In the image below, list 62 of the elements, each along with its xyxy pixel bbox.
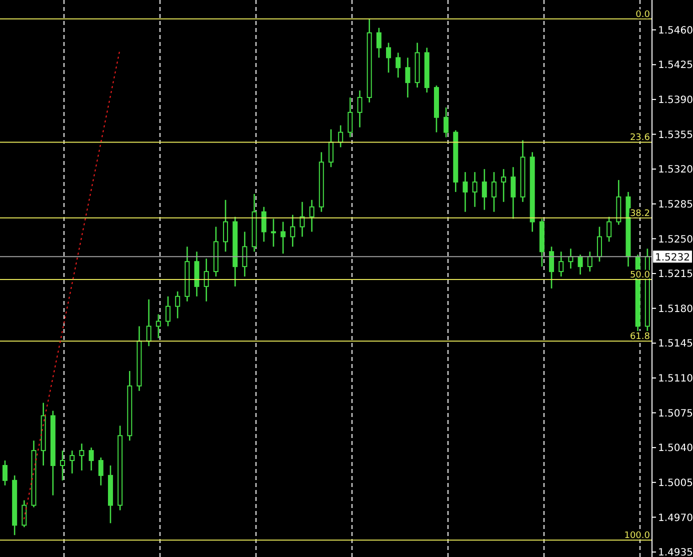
candlestick [472, 171, 478, 208]
y-tick-label: 1.5075 [658, 408, 693, 420]
y-tick-label: 1.5355 [658, 130, 693, 141]
candlestick [328, 128, 334, 168]
y-tick-label: 1.5110 [658, 374, 693, 385]
candlestick [578, 254, 583, 276]
y-tick-label: 1.5145 [658, 338, 693, 350]
candlestick [146, 298, 152, 347]
y-tick-label: 1.5005 [658, 478, 693, 489]
candlestick [501, 168, 506, 203]
y-tick-label: 1.4935 [658, 548, 693, 557]
candlestick [357, 90, 362, 128]
candlestick [290, 214, 296, 248]
candlestick [2, 460, 8, 486]
candlestick [79, 442, 84, 472]
candlestick [261, 206, 266, 242]
y-tick-label: 1.5250 [658, 234, 693, 246]
candlestick [558, 250, 564, 278]
candlestick [405, 57, 410, 98]
candlestick [70, 450, 75, 474]
candlestick [596, 226, 602, 262]
y-tick-label: 1.5040 [658, 443, 693, 454]
candlestick [348, 96, 353, 138]
candlestick [606, 216, 612, 242]
annotation: 38.2 [630, 208, 650, 219]
annotation: 61.8 [630, 332, 650, 342]
y-tick-label: 1.5180 [658, 304, 693, 315]
y-tick-label: 1.5215 [658, 269, 693, 280]
candlestick [510, 166, 516, 220]
candlestick [98, 456, 104, 486]
candlestick [166, 296, 170, 327]
candlestick [300, 201, 305, 238]
annotation: 23.6 [630, 133, 650, 144]
annotation: 0.0 [636, 10, 650, 20]
candlestick [60, 450, 66, 482]
candlestick [156, 314, 161, 339]
candlestick [242, 231, 248, 278]
candlestick [549, 246, 554, 290]
candlestick [376, 27, 382, 58]
candlestick [223, 199, 228, 252]
candlestick [88, 446, 94, 472]
ref-line-label: 1.5232 [655, 252, 690, 264]
y-tick-label: 1.5285 [658, 199, 693, 210]
candlestick [386, 42, 392, 74]
y-tick-label: 1.5390 [658, 95, 693, 106]
candlestick [204, 258, 209, 302]
y-tick-label: 1.5320 [658, 164, 693, 176]
y-tick-label: 1.4970 [658, 512, 693, 524]
candlestick [309, 199, 314, 232]
candlestick [280, 221, 286, 254]
candlestick [482, 168, 487, 211]
candlestick [175, 290, 180, 319]
candlestick [587, 250, 592, 272]
candlestick [270, 218, 276, 248]
candlestick [22, 500, 27, 528]
annotation: 100.0 [624, 531, 650, 542]
y-tick-label: 1.5460 [658, 25, 693, 36]
y-tick-label: 1.5425 [658, 60, 693, 72]
candlestick [444, 106, 449, 138]
candlestick [492, 171, 496, 213]
candlestick [462, 171, 468, 213]
candlestick [396, 52, 401, 78]
